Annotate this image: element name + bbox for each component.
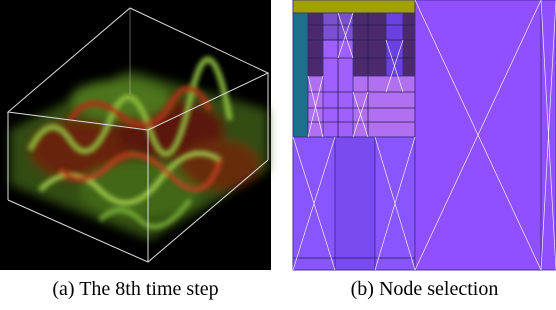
volume-render [0,0,271,270]
caption: (b) Node selection [293,278,556,301]
caption: (a) The 8th time step [0,278,271,301]
page: {"figure": {"subfigures": [{"caption": "… [0,0,556,310]
treemap [293,0,556,270]
figure-images [0,0,556,276]
